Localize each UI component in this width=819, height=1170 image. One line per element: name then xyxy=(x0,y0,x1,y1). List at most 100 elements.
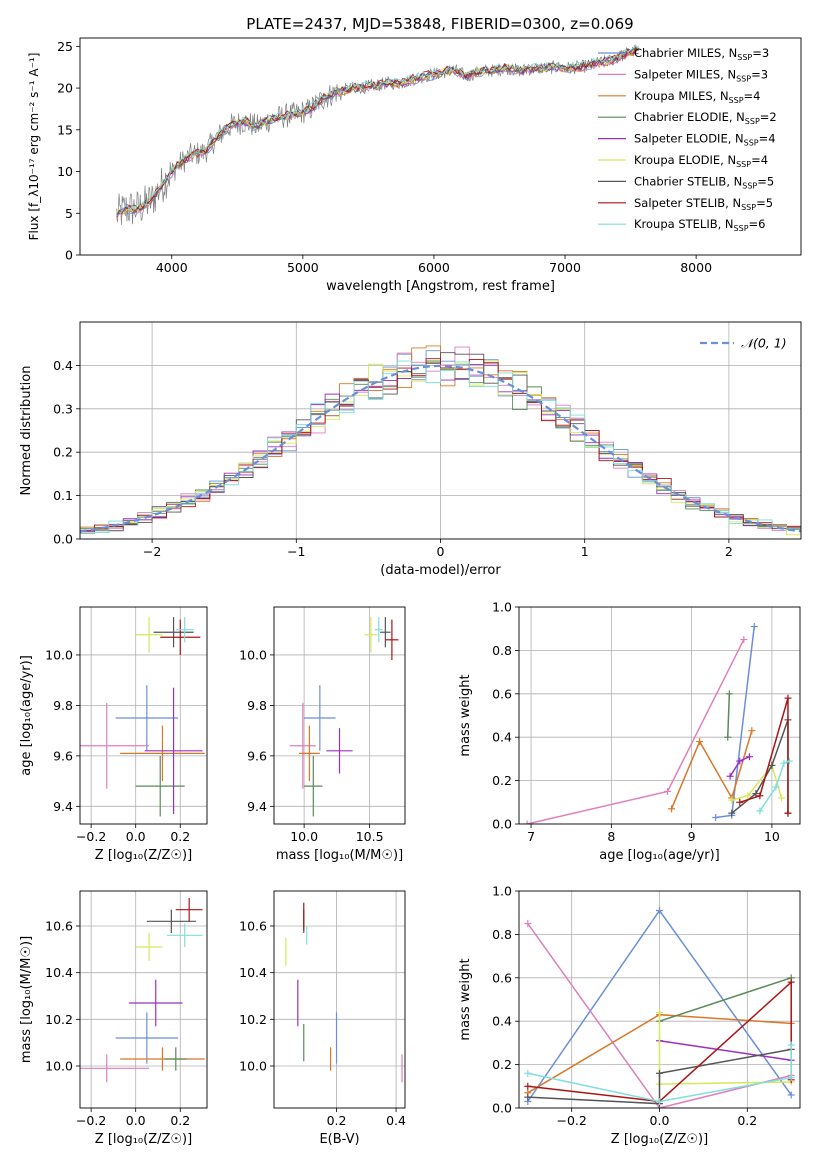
x-axis-label: E(B-V) xyxy=(319,1132,359,1147)
mass-weight-marker xyxy=(523,820,531,824)
mass-weight-line xyxy=(526,639,745,824)
error-bar-point xyxy=(175,898,203,922)
x-tick-label: −0.2 xyxy=(76,829,106,844)
x-axis-label: age [log₁₀(age/yr)] xyxy=(599,848,720,863)
mass-weight-marker xyxy=(787,1091,795,1099)
axes-frame xyxy=(79,37,802,256)
plot-area-residuals xyxy=(80,322,801,539)
legend-label: Salpeter STELIB, NSSP=5 xyxy=(634,196,773,212)
mass-weight-marker xyxy=(778,794,786,802)
y-axis-label: Normed distribution xyxy=(19,366,34,496)
plot-area-mass-weight-vs-z xyxy=(519,891,800,1108)
axes-frame xyxy=(79,890,208,1109)
figure-title: PLATE=2437, MJD=53848, FIBERID=0300, z=0… xyxy=(246,15,633,33)
y-tick-label: 10.2 xyxy=(45,1012,73,1027)
panel-residuals: −2 −1 0 1 2 0.0 0.1 0.2 0.3 0.4 (data-model)/error… xyxy=(19,321,802,578)
y-tick-label: 1.0 xyxy=(492,600,512,615)
x-tick-label: 2 xyxy=(725,544,733,559)
y-tick-label: 0.6 xyxy=(492,686,512,701)
plot-area-mass-weight-vs-age xyxy=(519,607,800,824)
mass-weight-line xyxy=(658,1012,792,1085)
x-tick-label: 0.0 xyxy=(650,1113,670,1128)
mass-weight-marker xyxy=(726,772,734,780)
y-tick-label: 15 xyxy=(57,122,73,137)
y-tick-label: 10.6 xyxy=(45,919,73,934)
error-bar-point xyxy=(304,685,336,751)
x-axis-label: (data-model)/error xyxy=(380,563,501,578)
legend-label: Kroupa STELIB, NSSP=6 xyxy=(634,217,765,233)
mass-weight-marker xyxy=(786,757,794,765)
legend-label: Salpeter MILES, NSSP=3 xyxy=(634,67,768,83)
y-axis-label: mass weight xyxy=(458,674,473,756)
x-tick-label: 0.0 xyxy=(126,1113,146,1128)
y-axis-label: mass [log₁₀(M/M☉)] xyxy=(19,936,34,1063)
x-tick-label: 10 xyxy=(764,829,780,844)
y-tick-label: 25 xyxy=(57,39,73,54)
y-tick-label: 10.6 xyxy=(239,919,267,934)
mass-weight-marker xyxy=(740,636,748,644)
model-spectrum-line xyxy=(116,47,639,218)
mass-weight-marker xyxy=(780,759,788,767)
legend-label: Chabrier ELODIE, NSSP=2 xyxy=(634,110,777,126)
error-bar-point xyxy=(304,755,323,817)
model-spectrum-line xyxy=(116,49,639,217)
mass-weight-marker xyxy=(696,738,704,746)
x-tick-label: 0.2 xyxy=(737,1113,757,1128)
axes-frame xyxy=(273,606,406,825)
axes-frame xyxy=(518,606,801,825)
x-tick-label: 7000 xyxy=(549,260,581,275)
mass-weight-marker xyxy=(656,1097,663,1105)
y-axis-label: Flux [f_λ10⁻¹⁷ erg cm⁻² s⁻¹ A⁻¹] xyxy=(27,53,41,241)
y-tick-label: 10.0 xyxy=(45,647,73,662)
mass-weight-line xyxy=(759,760,790,812)
panel-mass-vs-ebv: 0.2 0.4 10.0 10.2 10.4 10.6 E(B-V) xyxy=(239,890,406,1147)
mass-weight-line xyxy=(659,1039,792,1062)
x-tick-label: −0.2 xyxy=(76,1113,106,1128)
error-bar-point xyxy=(380,617,391,648)
model-spectrum-line xyxy=(116,47,639,215)
y-tick-label: 1.0 xyxy=(492,884,512,899)
x-tick-label: −2 xyxy=(143,544,161,559)
x-axis-label: Z [log₁₀(Z/Z☉)] xyxy=(611,1132,708,1147)
error-bar-point xyxy=(153,617,194,648)
mass-weight-line xyxy=(726,693,731,738)
y-tick-label: 0 xyxy=(65,248,73,263)
model-spectrum-line xyxy=(116,46,639,216)
error-bar-point xyxy=(298,725,320,782)
error-bar-point xyxy=(289,702,316,789)
y-axis-label: age [log₁₀(age/yr)] xyxy=(19,655,34,776)
error-bar-point xyxy=(120,1047,205,1071)
error-bar-point xyxy=(129,979,183,1027)
y-tick-label: 9.8 xyxy=(53,698,73,713)
y-tick-label: 0.6 xyxy=(492,970,512,985)
mass-weight-line xyxy=(731,763,783,801)
error-bar-point xyxy=(135,933,163,961)
mass-weight-marker xyxy=(787,978,795,986)
mass-weight-marker xyxy=(664,787,672,795)
mass-weight-line xyxy=(527,1048,792,1105)
y-tick-label: 20 xyxy=(57,81,73,96)
mass-weight-marker xyxy=(744,792,752,800)
legend-label: Chabrier MILES, NSSP=3 xyxy=(634,46,769,62)
mass-weight-marker xyxy=(736,757,744,765)
mass-weight-marker xyxy=(728,796,736,804)
x-tick-label: 0.4 xyxy=(386,1113,406,1128)
x-tick-label: 10.0 xyxy=(290,829,318,844)
mass-weight-line xyxy=(527,980,792,1103)
plot-area-mass-vs-ebv xyxy=(274,891,405,1108)
y-tick-label: 0.3 xyxy=(53,401,73,416)
error-bar-point xyxy=(374,617,383,643)
mass-weight-marker xyxy=(752,790,760,798)
x-axis-label: Z [log₁₀(Z/Z☉)] xyxy=(95,848,192,863)
x-axis-label: Z [log₁₀(Z/Z☉)] xyxy=(95,1132,192,1147)
axes-frame xyxy=(79,321,802,540)
mass-weight-marker xyxy=(656,1069,663,1077)
y-tick-label: 0.8 xyxy=(492,927,512,942)
x-tick-label: 8000 xyxy=(680,260,712,275)
model-spectrum-line xyxy=(116,46,639,214)
panel-age-vs-z: −0.2 0.0 0.2 9.4 9.6 9.8 10.0 Z [log₁₀(Z/Z☉)] ag… xyxy=(19,606,208,863)
x-tick-label: 10.5 xyxy=(356,829,384,844)
y-tick-label: 9.8 xyxy=(247,698,267,713)
x-tick-label: 0 xyxy=(437,544,445,559)
